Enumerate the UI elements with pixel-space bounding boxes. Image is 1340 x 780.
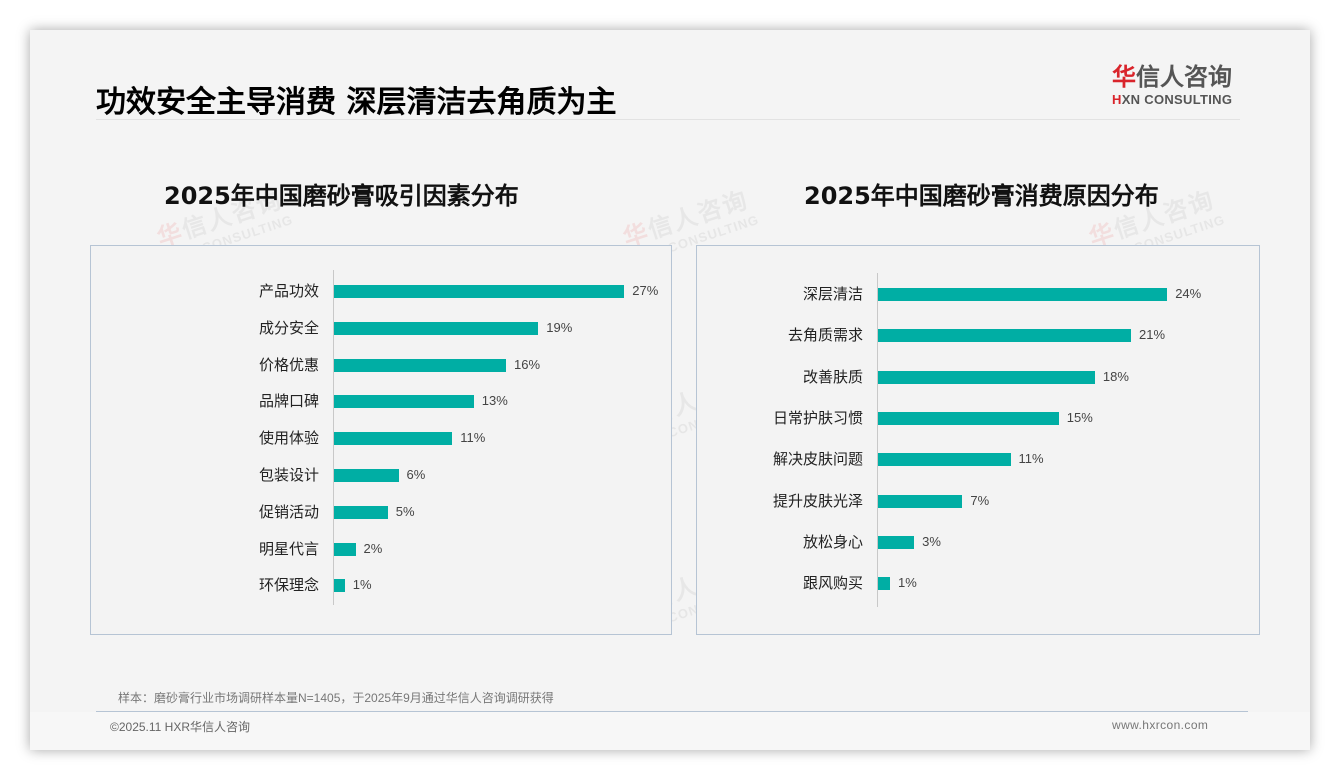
bar-row: 环保理念 1% <box>91 576 671 594</box>
category-label: 放松身心 <box>802 532 863 551</box>
bar <box>334 358 506 372</box>
logo-cn: 华信人咨询 <box>1112 63 1232 91</box>
bar-row: 价格优惠 16% <box>91 356 671 374</box>
bar-row: 提升皮肤光泽 7% <box>697 492 1259 510</box>
brand-logo: 华信人咨询 HXN CONSULTING <box>1112 63 1242 107</box>
bar-row: 成分安全 19% <box>91 319 671 337</box>
category-label: 环保理念 <box>258 576 319 595</box>
bar <box>334 321 539 335</box>
copyright: ©2025.11 HXR华信人咨询 <box>110 720 250 734</box>
bar-row: 包装设计 6% <box>91 466 671 484</box>
bar <box>334 395 474 409</box>
value-label: 11% <box>1018 451 1044 467</box>
value-label: 24% <box>1175 286 1202 301</box>
bar <box>334 542 356 556</box>
category-label: 提升皮肤光泽 <box>772 491 863 510</box>
value-label: 2% <box>363 540 383 556</box>
bar <box>334 579 345 593</box>
value-label: 1% <box>898 575 917 591</box>
title-divider <box>96 119 1240 120</box>
value-label: 5% <box>395 503 415 519</box>
value-label: 11% <box>460 430 486 446</box>
value-label: 21% <box>1139 327 1166 343</box>
bar <box>878 494 963 508</box>
bar <box>334 285 625 298</box>
category-label: 日常护肤习惯 <box>772 408 863 427</box>
chart-title-right: 2025年中国磨砂膏消费原因分布 <box>804 182 1159 210</box>
slide: 功效安全主导消费 深层清洁去角质为主 华信人咨询 HXN CONSULTING … <box>30 30 1310 750</box>
bar <box>878 453 1011 467</box>
bar-row: 品牌口碑 13% <box>91 392 671 410</box>
value-label: 6% <box>406 467 426 482</box>
bar <box>878 577 891 591</box>
category-label: 使用体验 <box>258 429 319 448</box>
bar-row: 产品功效 27% <box>91 282 671 300</box>
website-link[interactable]: www.hxrcon.com <box>1112 718 1209 732</box>
category-label: 跟风购买 <box>802 574 863 593</box>
category-label: 解决皮肤问题 <box>772 450 863 469</box>
category-label: 产品功效 <box>258 282 319 300</box>
bar <box>878 370 1095 384</box>
bar <box>334 432 453 446</box>
category-axis-line <box>333 270 334 606</box>
footer-band <box>30 712 1310 750</box>
category-label: 品牌口碑 <box>258 392 319 411</box>
bar-row: 改善肤质 18% <box>697 368 1259 386</box>
category-label: 改善肤质 <box>802 367 863 386</box>
value-label: 18% <box>1102 368 1129 384</box>
bar-row: 放松身心 3% <box>697 533 1259 551</box>
category-label: 包装设计 <box>258 466 319 484</box>
bar-row: 使用体验 11% <box>91 429 671 447</box>
bar <box>878 288 1168 301</box>
value-label: 16% <box>514 356 541 372</box>
chart-title-left: 2025年中国磨砂膏吸引因素分布 <box>164 182 519 210</box>
chart-panel-consumption-reasons: 深层清洁 24% 去角质需求 21% 改善肤质 18% 日常护肤习惯 15% 解决皮肤问题 11%… <box>696 245 1260 635</box>
category-label: 成分安全 <box>258 318 319 337</box>
category-axis-line <box>877 273 878 608</box>
sample-note: 样本：磨砂膏行业市场调研样本量N=1405，于2025年9月通过华信人咨询调研获… <box>118 691 554 705</box>
value-label: 7% <box>970 492 990 508</box>
category-label: 促销活动 <box>258 502 319 521</box>
value-label: 13% <box>481 393 508 409</box>
bar-row: 促销活动 5% <box>91 503 671 521</box>
category-label: 去角质需求 <box>787 326 863 345</box>
value-label: 15% <box>1066 409 1093 425</box>
value-label: 19% <box>546 319 573 335</box>
value-label: 3% <box>922 533 941 549</box>
bar-row: 深层清洁 24% <box>697 285 1259 303</box>
bar <box>334 505 388 519</box>
bar <box>334 469 399 482</box>
logo-en: HXN CONSULTING <box>1112 92 1233 107</box>
chart-panel-attraction-factors: 产品功效 27% 成分安全 19% 价格优惠 16% 品牌口碑 13% 使用体验 11% 包装设计 6… <box>90 245 672 635</box>
category-label: 明星代言 <box>258 539 319 558</box>
bar-row: 跟风购买 1% <box>697 574 1259 592</box>
bar <box>878 535 915 549</box>
bar-row: 解决皮肤问题 11% <box>697 450 1259 468</box>
bar <box>878 411 1059 425</box>
value-label: 1% <box>352 577 372 593</box>
bar-row: 日常护肤习惯 15% <box>697 409 1259 427</box>
page-title: 功效安全主导消费 深层清洁去角质为主 <box>96 85 617 120</box>
bar <box>878 329 1132 343</box>
bar-row: 明星代言 2% <box>91 540 671 558</box>
footer-divider <box>96 711 1248 712</box>
category-label: 深层清洁 <box>802 285 863 303</box>
bar-row: 去角质需求 21% <box>697 326 1259 344</box>
value-label: 27% <box>632 283 659 298</box>
category-label: 价格优惠 <box>258 355 319 374</box>
